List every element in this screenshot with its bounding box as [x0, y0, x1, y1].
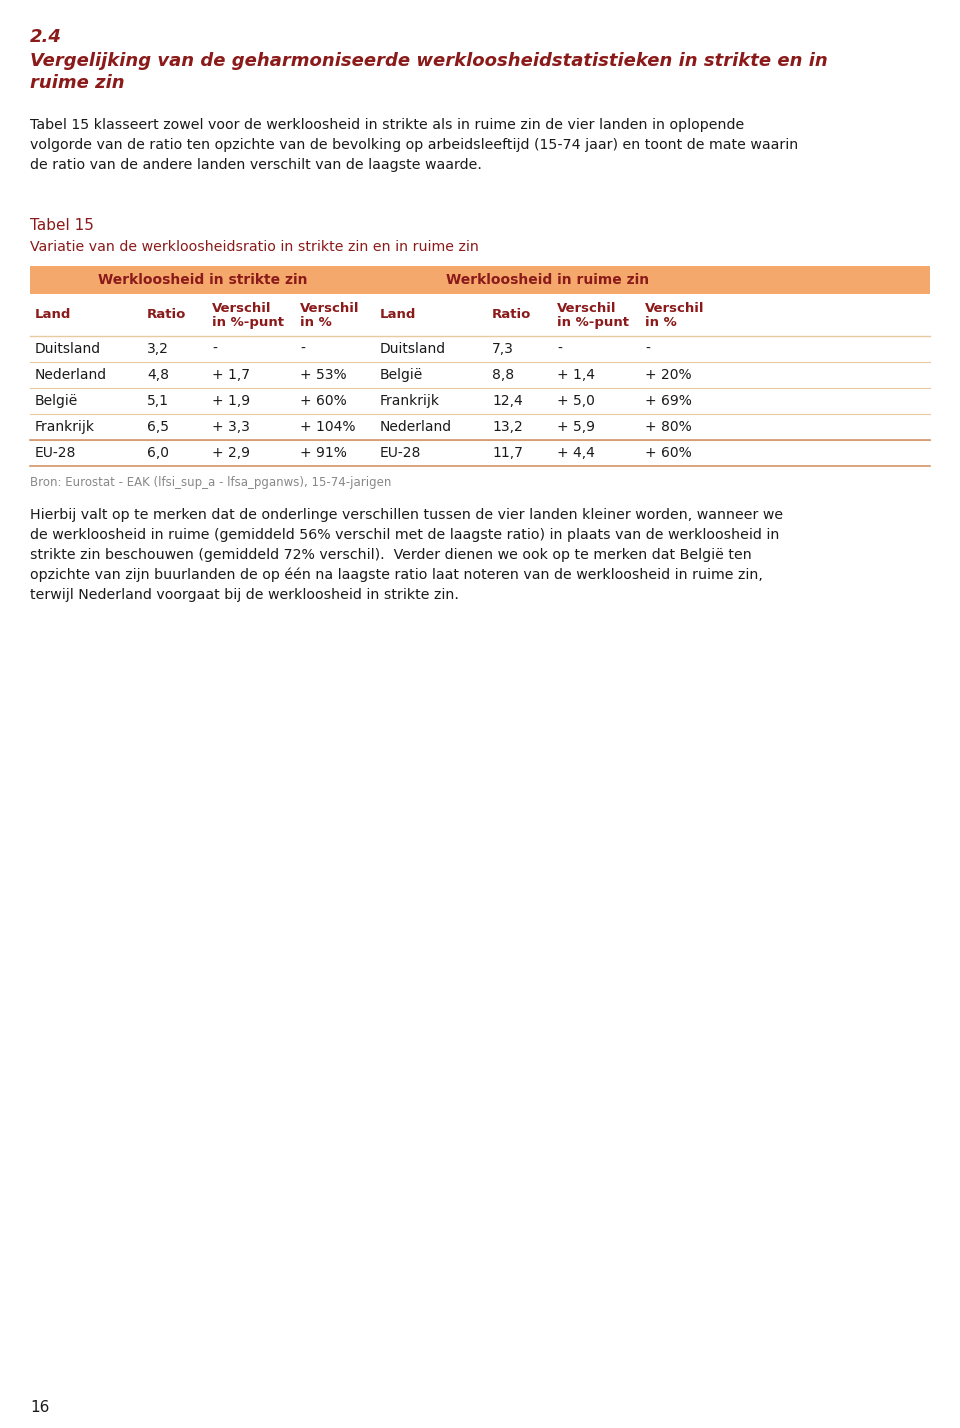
Text: in %: in % — [300, 316, 332, 328]
Text: in %-punt: in %-punt — [557, 316, 629, 328]
Text: + 80%: + 80% — [645, 420, 692, 434]
Text: Ratio: Ratio — [147, 308, 186, 321]
Text: 5,1: 5,1 — [147, 394, 169, 408]
Text: -: - — [557, 341, 562, 356]
Text: 7,3: 7,3 — [492, 341, 514, 356]
Text: de werkloosheid in ruime (gemiddeld 56% verschil met de laagste ratio) in plaats: de werkloosheid in ruime (gemiddeld 56% … — [30, 528, 780, 543]
Bar — [30, 294, 930, 336]
Text: + 53%: + 53% — [300, 368, 347, 383]
Text: + 1,9: + 1,9 — [212, 394, 251, 408]
Text: terwijl Nederland voorgaat bij de werkloosheid in strikte zin.: terwijl Nederland voorgaat bij de werklo… — [30, 588, 459, 603]
Text: Frankrijk: Frankrijk — [35, 420, 95, 434]
Bar — [30, 266, 930, 294]
Text: Duitsland: Duitsland — [380, 341, 446, 356]
Text: -: - — [212, 341, 217, 356]
Text: + 60%: + 60% — [645, 446, 692, 460]
Text: Verschil: Verschil — [645, 301, 705, 316]
Text: Ratio: Ratio — [492, 308, 532, 321]
Text: 16: 16 — [30, 1399, 49, 1415]
Text: Verschil: Verschil — [557, 301, 616, 316]
Text: 11,7: 11,7 — [492, 446, 523, 460]
Text: de ratio van de andere landen verschilt van de laagste waarde.: de ratio van de andere landen verschilt … — [30, 159, 482, 171]
Text: Land: Land — [380, 308, 417, 321]
Text: EU-28: EU-28 — [380, 446, 421, 460]
Text: Duitsland: Duitsland — [35, 341, 101, 356]
Text: Frankrijk: Frankrijk — [380, 394, 440, 408]
Text: Nederland: Nederland — [380, 420, 452, 434]
Text: Vergelijking van de geharmoniseerde werkloosheidstatistieken in strikte en in: Vergelijking van de geharmoniseerde werk… — [30, 51, 828, 70]
Text: Hierbij valt op te merken dat de onderlinge verschillen tussen de vier landen kl: Hierbij valt op te merken dat de onderli… — [30, 508, 783, 523]
Text: + 60%: + 60% — [300, 394, 347, 408]
Text: Werkloosheid in ruime zin: Werkloosheid in ruime zin — [446, 273, 649, 287]
Text: in %-punt: in %-punt — [212, 316, 284, 328]
Text: + 5,9: + 5,9 — [557, 420, 595, 434]
Text: Variatie van de werkloosheidsratio in strikte zin en in ruime zin: Variatie van de werkloosheidsratio in st… — [30, 240, 479, 254]
Text: + 20%: + 20% — [645, 368, 691, 383]
Text: 2.4: 2.4 — [30, 29, 61, 46]
Text: Tabel 15: Tabel 15 — [30, 218, 94, 233]
Text: in %: in % — [645, 316, 677, 328]
Text: + 91%: + 91% — [300, 446, 347, 460]
Text: + 104%: + 104% — [300, 420, 355, 434]
Text: 6,5: 6,5 — [147, 420, 169, 434]
Text: strikte zin beschouwen (gemiddeld 72% verschil).  Verder dienen we ook op te mer: strikte zin beschouwen (gemiddeld 72% ve… — [30, 548, 752, 563]
Text: Verschil: Verschil — [300, 301, 359, 316]
Text: opzichte van zijn buurlanden de op één na laagste ratio laat noteren van de werk: opzichte van zijn buurlanden de op één n… — [30, 568, 763, 583]
Text: 6,0: 6,0 — [147, 446, 169, 460]
Text: -: - — [300, 341, 305, 356]
Text: + 3,3: + 3,3 — [212, 420, 250, 434]
Text: + 1,4: + 1,4 — [557, 368, 595, 383]
Text: Tabel 15 klasseert zowel voor de werkloosheid in strikte als in ruime zin de vie: Tabel 15 klasseert zowel voor de werkloo… — [30, 119, 744, 131]
Text: 3,2: 3,2 — [147, 341, 169, 356]
Text: België: België — [35, 394, 79, 408]
Text: ruime zin: ruime zin — [30, 74, 125, 91]
Text: Bron: Eurostat - EAK (lfsi_sup_a - lfsa_pganws), 15-74-jarigen: Bron: Eurostat - EAK (lfsi_sup_a - lfsa_… — [30, 476, 392, 488]
Text: Land: Land — [35, 308, 71, 321]
Text: 13,2: 13,2 — [492, 420, 523, 434]
Text: 4,8: 4,8 — [147, 368, 169, 383]
Text: 12,4: 12,4 — [492, 394, 523, 408]
Text: + 1,7: + 1,7 — [212, 368, 250, 383]
Text: België: België — [380, 368, 423, 383]
Text: 8,8: 8,8 — [492, 368, 515, 383]
Text: + 69%: + 69% — [645, 394, 692, 408]
Text: + 2,9: + 2,9 — [212, 446, 250, 460]
Text: + 5,0: + 5,0 — [557, 394, 595, 408]
Text: + 4,4: + 4,4 — [557, 446, 595, 460]
Text: volgorde van de ratio ten opzichte van de bevolking op arbeidsleeftijd (15-74 ja: volgorde van de ratio ten opzichte van d… — [30, 139, 799, 151]
Text: EU-28: EU-28 — [35, 446, 77, 460]
Text: Werkloosheid in strikte zin: Werkloosheid in strikte zin — [98, 273, 307, 287]
Text: Verschil: Verschil — [212, 301, 272, 316]
Text: -: - — [645, 341, 650, 356]
Text: Nederland: Nederland — [35, 368, 108, 383]
